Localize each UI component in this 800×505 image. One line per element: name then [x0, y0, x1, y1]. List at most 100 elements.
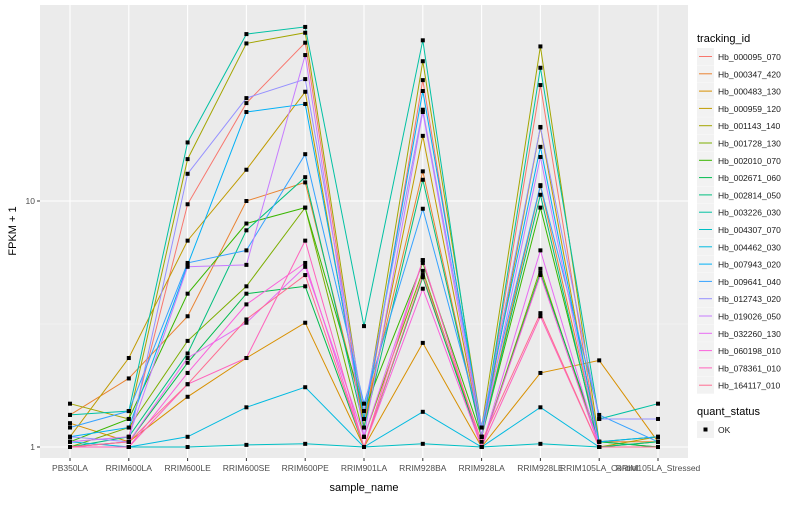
- data-point: [538, 441, 543, 446]
- data-point: [420, 177, 425, 182]
- data-point: [420, 133, 425, 138]
- legend-label: Hb_002814_050: [718, 190, 781, 200]
- data-point: [656, 416, 660, 421]
- data-point: [420, 258, 425, 263]
- data-point: [420, 206, 425, 211]
- data-point: [538, 144, 543, 149]
- data-point: [303, 101, 308, 106]
- data-point: [420, 273, 425, 278]
- data-point: [538, 124, 543, 129]
- data-point: [68, 412, 72, 417]
- data-point: [303, 205, 308, 210]
- legend: tracking_id Hb_000095_070 Hb_000347_420 Hb…: [697, 33, 781, 438]
- data-point: [244, 317, 249, 322]
- data-point: [538, 65, 543, 70]
- legend-label: Hb_003226_030: [718, 208, 781, 218]
- data-point: [185, 338, 190, 343]
- data-point: [126, 356, 131, 361]
- data-point: [185, 291, 190, 296]
- x-tick-label: RRIM928LE: [517, 463, 564, 473]
- data-point: [303, 175, 308, 180]
- data-point: [420, 169, 425, 174]
- legend-label: Hb_000483_130: [718, 87, 781, 97]
- data-point: [185, 202, 190, 207]
- series-points: [68, 24, 660, 449]
- data-point: [538, 273, 543, 278]
- data-point: [362, 324, 366, 329]
- data-point: [420, 340, 425, 345]
- legend-label: Hb_060198_010: [718, 346, 781, 356]
- legend-label: Hb_000347_420: [718, 69, 781, 79]
- data-point: [68, 421, 72, 426]
- data-point: [185, 238, 190, 243]
- data-point: [244, 101, 249, 106]
- data-point: [597, 358, 602, 363]
- data-point: [538, 154, 543, 159]
- data-point: [538, 405, 543, 410]
- data-point: [303, 238, 308, 243]
- y-tick-label: 1: [30, 442, 35, 452]
- legend-label: Hb_000095_070: [718, 52, 781, 62]
- data-point: [597, 445, 602, 449]
- data-point: [420, 260, 425, 265]
- data-point: [244, 405, 249, 410]
- data-point: [538, 83, 543, 88]
- data-point: [244, 291, 249, 296]
- data-point: [244, 110, 249, 115]
- data-point: [185, 445, 190, 449]
- data-point: [126, 439, 131, 444]
- x-tick-label: RRIM901LA: [341, 463, 388, 473]
- data-point: [303, 40, 308, 45]
- data-point: [244, 442, 249, 447]
- data-point: [538, 44, 543, 49]
- data-point: [303, 260, 308, 265]
- data-point: [185, 157, 190, 162]
- data-point: [303, 77, 308, 82]
- data-point: [303, 180, 308, 185]
- legend-label: Hb_032260_130: [718, 329, 781, 339]
- x-axis: PB350LA RRIM600LA RRIM600LE RRIM600SE RRIM60…: [52, 458, 701, 473]
- data-point: [362, 416, 366, 421]
- data-point: [303, 53, 308, 58]
- data-point: [538, 370, 543, 375]
- data-point: [303, 89, 308, 94]
- x-tick-label: RRIM600PE: [282, 463, 330, 473]
- data-point: [420, 38, 425, 43]
- data-point: [303, 441, 308, 446]
- data-point: [244, 228, 249, 233]
- data-point: [244, 320, 249, 325]
- data-point: [244, 221, 249, 226]
- y-axis-title: FPKM + 1: [7, 206, 19, 255]
- shape-legend-label-ok: OK: [718, 425, 731, 435]
- data-point: [362, 434, 366, 439]
- data-point: [362, 401, 366, 406]
- data-point: [420, 78, 425, 83]
- data-point: [597, 439, 602, 444]
- legend-label: Hb_019026_050: [718, 312, 781, 322]
- data-point: [479, 439, 484, 444]
- data-point: [185, 394, 190, 399]
- data-point: [656, 401, 660, 406]
- x-tick-label: PB350LA: [52, 463, 88, 473]
- legend-label: Hb_002010_070: [718, 156, 781, 166]
- data-point: [362, 425, 366, 430]
- data-point: [126, 434, 131, 439]
- data-point: [420, 286, 425, 291]
- legend-label: Hb_004307_070: [718, 225, 781, 235]
- data-point: [244, 167, 249, 172]
- data-point: [303, 24, 308, 29]
- y-tick-label: 10: [26, 196, 36, 206]
- data-point: [185, 264, 190, 269]
- data-point: [185, 382, 190, 387]
- data-point: [479, 434, 484, 439]
- data-point: [420, 268, 425, 273]
- data-point: [538, 205, 543, 210]
- y-axis: 1 10: [26, 196, 40, 452]
- data-point: [185, 260, 190, 265]
- data-point: [362, 445, 366, 449]
- data-point: [303, 30, 308, 35]
- data-point: [185, 171, 190, 176]
- data-point: [420, 110, 425, 115]
- data-point: [597, 416, 602, 421]
- data-point: [244, 262, 249, 267]
